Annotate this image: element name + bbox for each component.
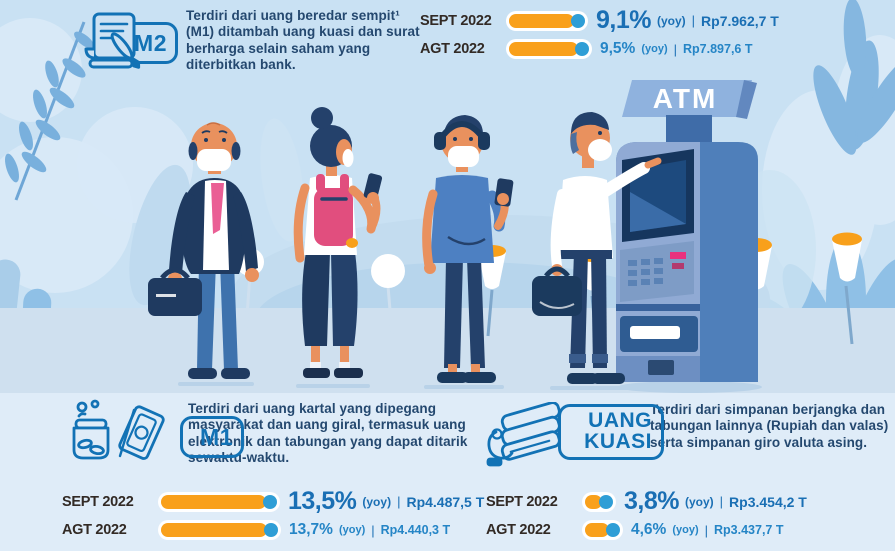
separator: | xyxy=(673,41,678,57)
separator: | xyxy=(371,522,375,538)
growth-bar-dot xyxy=(599,494,613,509)
uang-kuasi-description: Terdiri dari simpanan berjangka dan tabu… xyxy=(650,402,889,450)
separator: | xyxy=(704,522,709,538)
uang-kuasi-sept-row: SEPT 2022 3,8% (yoy) | Rp3.454,2 T xyxy=(486,487,807,515)
separator: | xyxy=(719,494,724,509)
amount-label: Rp7.897,6 T xyxy=(683,42,753,56)
uang-kuasi-badge: UANG KUASI xyxy=(558,404,664,460)
m2-icon-group: M2 xyxy=(80,6,260,76)
person-headphones xyxy=(422,115,514,383)
savings-jar-money-icon xyxy=(72,399,165,460)
growth-bar-fill xyxy=(509,13,574,28)
amount-label: Rp7.962,7 T xyxy=(701,12,779,29)
atm-sign-text: ATM xyxy=(653,83,718,114)
growth-bar xyxy=(582,491,616,512)
m1-stats: SEPT 2022 13,5% (yoy) | Rp4.487,5 T AGT … xyxy=(62,487,485,542)
m2-description: Terdiri dari uang beredar sempit¹ (M1) d… xyxy=(186,8,420,73)
amount-label: Rp4.487,5 T xyxy=(406,493,485,510)
m1-agt-row: AGT 2022 13,7% (yoy) | Rp4.440,3 T xyxy=(62,518,484,542)
amount-label: Rp3.437,7 T xyxy=(714,523,784,537)
growth-bar-fill xyxy=(585,494,602,509)
m2-stats: SEPT 2022 9,1% (yoy) | Rp7.962,7 T AGT 2… xyxy=(420,6,779,61)
amount-label: Rp3.454,2 T xyxy=(729,493,807,510)
growth-percent: 9,1% xyxy=(596,6,651,34)
yoy-label: (yoy) xyxy=(684,494,714,509)
amount-label: Rp4.440,3 T xyxy=(380,523,451,537)
person-woman-backpack xyxy=(293,107,383,378)
yoy-label: (yoy) xyxy=(672,524,699,536)
uang-kuasi-badge-line1: UANG xyxy=(588,409,652,433)
hand-cards-icon xyxy=(486,402,561,467)
yoy-label: (yoy) xyxy=(362,494,392,509)
growth-bar-fill xyxy=(161,523,267,537)
growth-bar xyxy=(582,520,623,540)
separator: | xyxy=(691,13,696,28)
growth-bar xyxy=(158,491,280,512)
m1-sept-row: SEPT 2022 13,5% (yoy) | Rp4.487,5 T xyxy=(62,487,485,515)
m2-agt-row: AGT 2022 9,5% (yoy) | Rp7.897,6 T xyxy=(420,37,779,61)
growth-bar-dot xyxy=(264,523,278,537)
m2-sept-row: SEPT 2022 9,1% (yoy) | Rp7.962,7 T xyxy=(420,6,779,34)
period-label: AGT 2022 xyxy=(62,522,127,538)
growth-bar-dot xyxy=(263,494,277,509)
uang-kuasi-icon-group: UANG KUASI xyxy=(484,402,666,468)
growth-bar xyxy=(506,10,588,31)
uang-kuasi-agt-row: AGT 2022 4,6% (yoy) | Rp3.437,7 T xyxy=(486,518,807,542)
growth-bar-fill xyxy=(585,523,609,537)
growth-percent: 13,5% xyxy=(288,487,357,515)
m1-badge-label: M1 xyxy=(200,423,233,450)
period-label: SEPT 2022 xyxy=(62,493,134,510)
yoy-label: (yoy) xyxy=(641,43,668,55)
m2-badge-label: M2 xyxy=(134,29,167,56)
growth-bar-dot xyxy=(571,13,585,28)
growth-bar xyxy=(158,520,281,540)
period-label: AGT 2022 xyxy=(420,41,485,57)
growth-percent: 9,5% xyxy=(600,40,636,57)
growth-bar-dot xyxy=(606,523,620,537)
uang-kuasi-stats: SEPT 2022 3,8% (yoy) | Rp3.454,2 T AGT 2… xyxy=(486,487,807,542)
period-label: AGT 2022 xyxy=(486,522,551,538)
yoy-label: (yoy) xyxy=(338,524,366,536)
growth-bar xyxy=(506,39,592,59)
yoy-label: (yoy) xyxy=(656,13,686,28)
ground-shadows xyxy=(178,381,762,393)
growth-percent: 3,8% xyxy=(624,487,679,515)
growth-bar-dot xyxy=(575,42,589,56)
period-label: SEPT 2022 xyxy=(486,493,558,510)
m1-badge: M1 xyxy=(180,416,244,458)
period-label: SEPT 2022 xyxy=(420,12,492,29)
document-pen-icon xyxy=(84,12,141,69)
m1-icon-group: M1 xyxy=(68,398,254,468)
growth-percent: 4,6% xyxy=(631,521,667,538)
growth-bar-fill xyxy=(509,42,578,56)
uang-kuasi-badge-line2: KUASI xyxy=(584,430,652,453)
growth-percent: 13,7% xyxy=(289,521,333,538)
person-atm-user xyxy=(532,112,662,384)
flowers xyxy=(236,232,862,345)
m1-description: Terdiri dari uang kartal yang dipegang m… xyxy=(188,401,468,466)
person-businessman xyxy=(148,122,259,379)
separator: | xyxy=(397,494,401,509)
growth-bar-fill xyxy=(161,494,266,509)
